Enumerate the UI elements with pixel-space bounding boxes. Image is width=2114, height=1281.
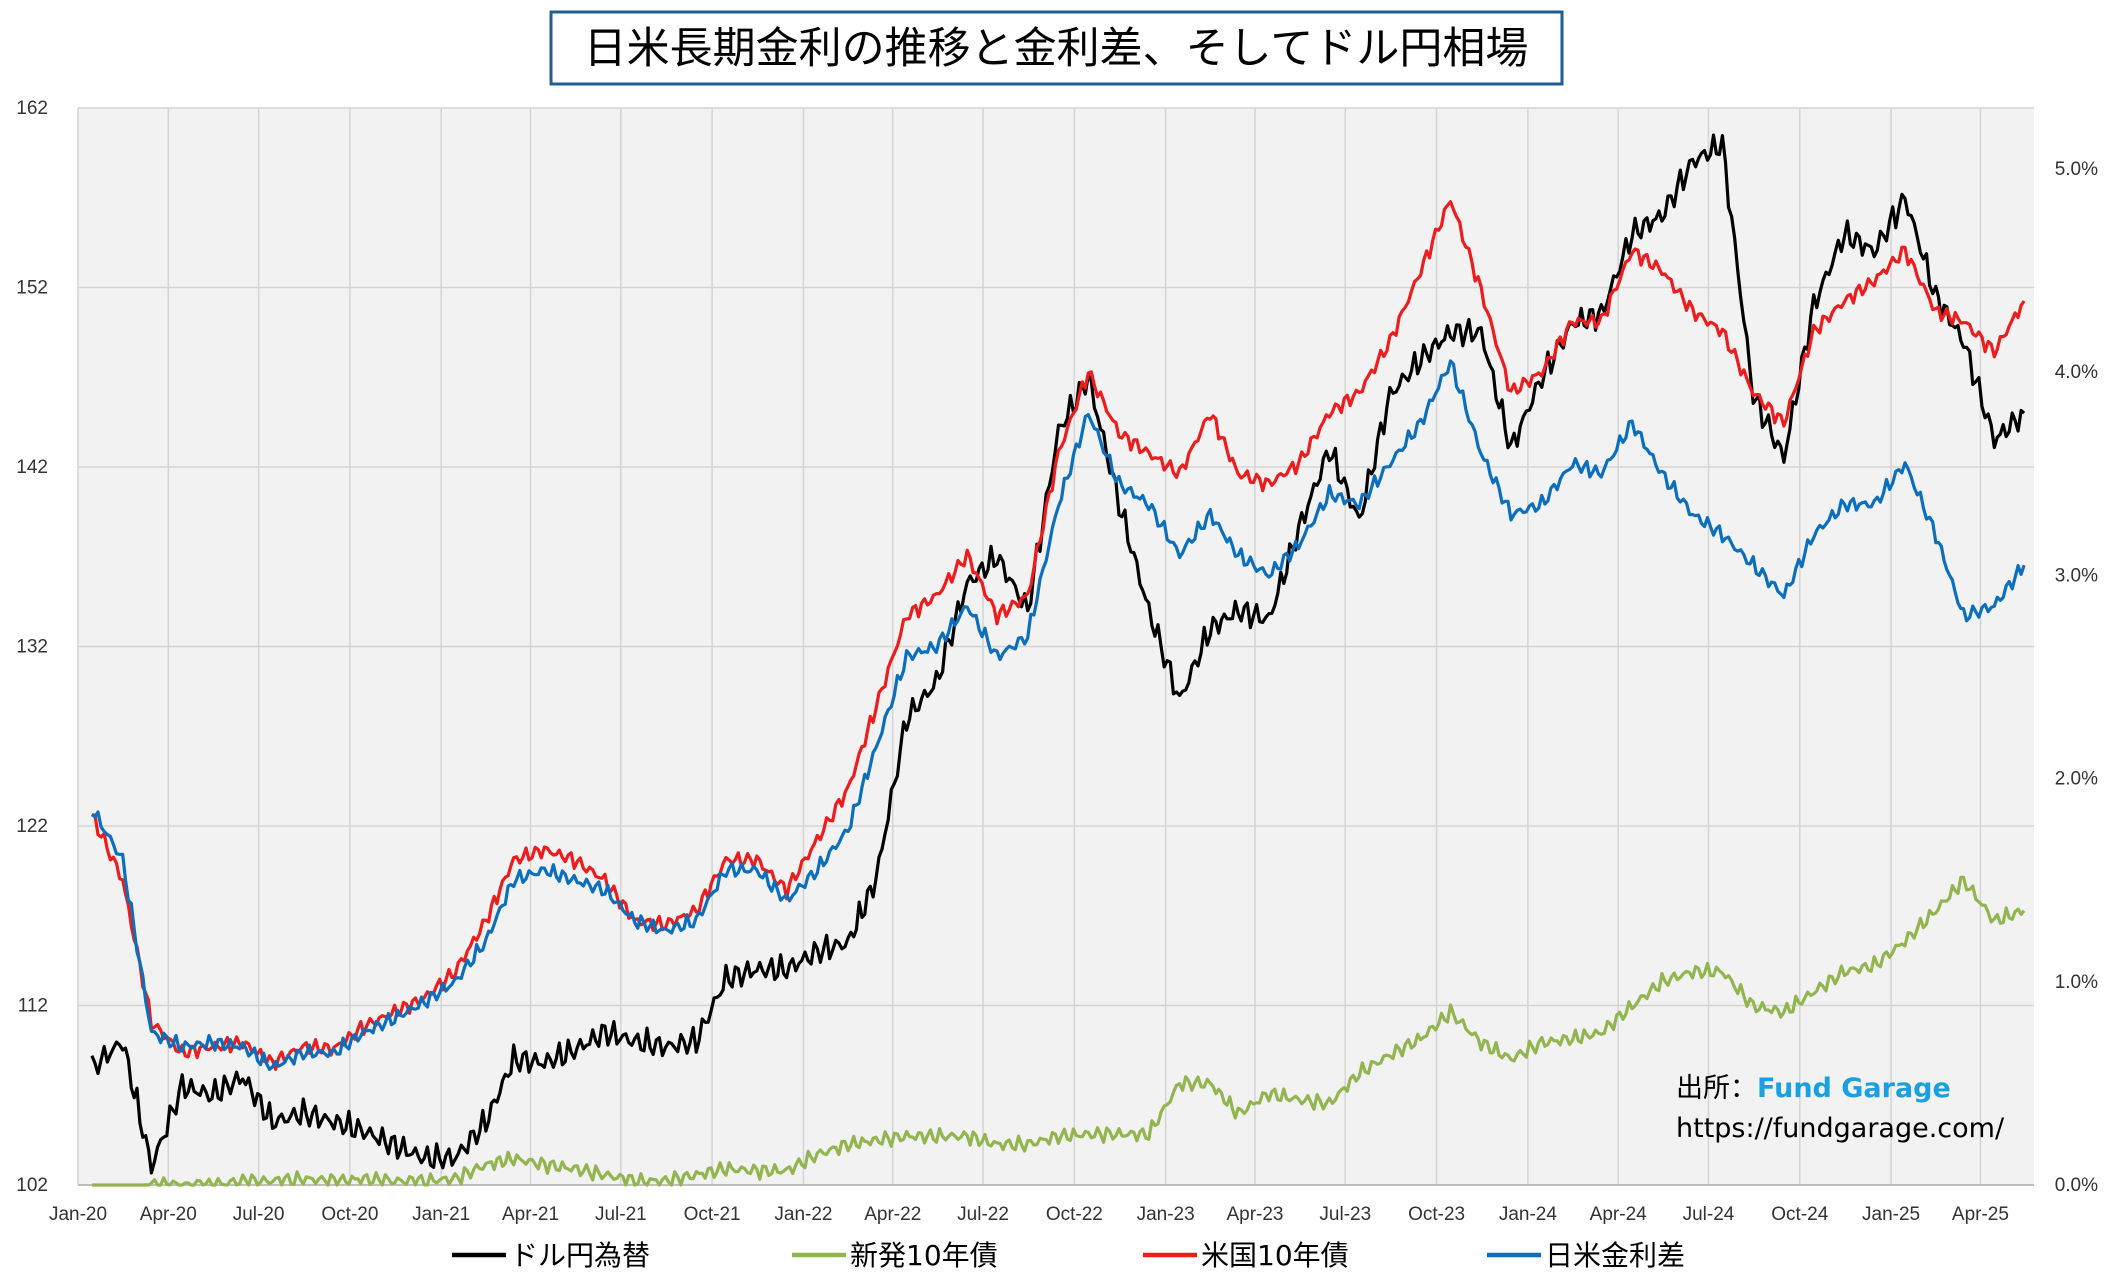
x-tick-label: Apr-24 <box>1590 1204 1647 1225</box>
x-tick-label: Jan-20 <box>49 1204 107 1225</box>
y-right-tick-label: 0.0% <box>2055 1175 2098 1196</box>
x-tick-label: Apr-21 <box>502 1204 559 1225</box>
x-tick-label: Apr-23 <box>1226 1204 1283 1225</box>
y-right-tick-label: 4.0% <box>2055 362 2098 383</box>
x-tick-label: Apr-25 <box>1952 1204 2009 1225</box>
y-right-tick-label: 1.0% <box>2055 972 2098 993</box>
y-left-tick-label: 152 <box>16 278 48 299</box>
y-right-tick-label: 2.0% <box>2055 769 2098 790</box>
y-left-tick-label: 122 <box>16 816 48 837</box>
series-line-2 <box>91 200 2026 1071</box>
source-annotation: 出所：Fund Garage https://fundgarage.com/ <box>1676 1073 2005 1144</box>
x-tick-label: Jul-24 <box>1683 1204 1735 1225</box>
y-right-tick-label: 5.0% <box>2055 159 2098 180</box>
y-left-tick-label: 112 <box>18 996 48 1017</box>
legend-label: ドル円為替 <box>510 1239 650 1272</box>
x-tick-label: Jul-23 <box>1319 1204 1371 1225</box>
series-line-3 <box>90 359 2026 1071</box>
chart-title-box: 日米長期金利の推移と金利差、そしてドル円相場 <box>549 10 1564 86</box>
legend-item[interactable]: ドル円為替 <box>452 1239 650 1272</box>
legend-item[interactable]: 新発10年債 <box>792 1239 998 1272</box>
x-tick-label: Oct-21 <box>684 1204 741 1225</box>
legend-label: 米国10年債 <box>1201 1239 1349 1272</box>
x-tick-label: Oct-20 <box>321 1204 378 1225</box>
legend-item[interactable]: 米国10年債 <box>1143 1239 1349 1272</box>
y-left-tick-label: 162 <box>16 98 48 119</box>
x-tick-label: Jan-25 <box>1862 1204 1920 1225</box>
svg-text:出所：Fund Garage: 出所：Fund Garage <box>1676 1073 1951 1104</box>
x-tick-label: Oct-22 <box>1046 1204 1103 1225</box>
x-tick-label: Jan-24 <box>1499 1204 1558 1225</box>
y-left-tick-label: 102 <box>16 1175 48 1196</box>
series-line-1 <box>91 875 2026 1187</box>
y-left-tick-label: 142 <box>16 457 48 478</box>
y-left-tick-label: 132 <box>16 637 48 658</box>
legend: ドル円為替 新発10年債 米国10年債 日米金利差 <box>452 1239 1685 1272</box>
series-lines <box>90 133 2026 1187</box>
x-tick-label: Jan-21 <box>412 1204 470 1225</box>
legend-label: 日米金利差 <box>1545 1239 1685 1272</box>
x-tick-label: Jan-22 <box>774 1204 832 1225</box>
source-brand[interactable]: Fund Garage <box>1757 1073 1951 1104</box>
y-right-tick-label: 3.0% <box>2055 565 2098 586</box>
x-tick-label: Apr-22 <box>864 1204 921 1225</box>
x-tick-label: Jul-22 <box>957 1204 1009 1225</box>
legend-label: 新発10年債 <box>850 1239 998 1272</box>
axes: Jan-20 Apr-20 Jul-20 Oct-20 Jan-21 Apr-21 Jul-… <box>16 98 2098 1225</box>
chart-title: 日米長期金利の推移と金利差、そしてドル円相場 <box>584 24 1529 74</box>
source-label: 出所： <box>1676 1073 1757 1104</box>
x-tick-label: Jul-21 <box>595 1204 647 1225</box>
x-tick-label: Jan-23 <box>1137 1204 1195 1225</box>
legend-item[interactable]: 日米金利差 <box>1487 1239 1685 1272</box>
source-url[interactable]: https://fundgarage.com/ <box>1676 1113 2005 1144</box>
x-tick-label: Apr-20 <box>140 1204 197 1225</box>
x-tick-label: Oct-23 <box>1408 1204 1465 1225</box>
x-tick-label: Jul-20 <box>233 1204 285 1225</box>
x-tick-label: Oct-24 <box>1771 1204 1828 1225</box>
series-line-0 <box>90 133 2026 1175</box>
